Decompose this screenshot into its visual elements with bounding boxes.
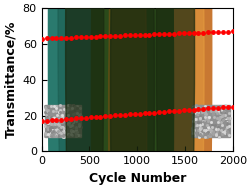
X-axis label: Cycle Number: Cycle Number xyxy=(88,172,185,185)
Circle shape xyxy=(108,0,146,189)
Circle shape xyxy=(48,0,120,189)
Circle shape xyxy=(58,0,92,189)
Circle shape xyxy=(156,0,194,189)
Circle shape xyxy=(138,0,211,189)
Y-axis label: Transmittance/%: Transmittance/% xyxy=(4,21,17,139)
Circle shape xyxy=(110,0,154,189)
Bar xyxy=(44,105,80,137)
Circle shape xyxy=(91,0,173,189)
Circle shape xyxy=(165,0,203,189)
Circle shape xyxy=(65,0,104,189)
Bar xyxy=(191,105,229,137)
